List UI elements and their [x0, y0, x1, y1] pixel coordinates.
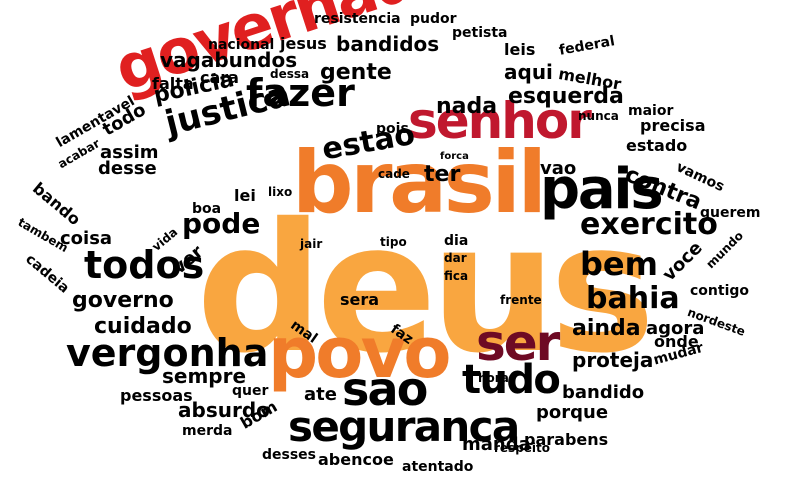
word-merda: merda	[182, 423, 233, 439]
word-cade: cade	[378, 167, 410, 181]
word-bem: bem	[580, 245, 658, 283]
word-maior: maior	[628, 103, 674, 119]
word-pudor: pudor	[410, 11, 457, 27]
word-pode: pode	[182, 207, 261, 240]
word-seguranca: seguranca	[288, 402, 520, 451]
word-boa: boa	[192, 201, 222, 217]
word-povo: povo	[268, 312, 452, 394]
word-vagabundos: vagabundos	[160, 48, 298, 72]
word-cara: cara	[200, 68, 239, 87]
word-tudo: tudo	[462, 357, 561, 403]
word-ainda: ainda	[572, 316, 641, 341]
word-nada: nada	[436, 94, 498, 119]
word-contigo: contigo	[690, 283, 750, 299]
word-manda: manda	[462, 434, 531, 455]
word-sempre: sempre	[162, 364, 247, 388]
word-federal: federal	[557, 33, 617, 59]
word-abencoe: abencoe	[318, 450, 394, 469]
word-deus: deus	[196, 185, 655, 392]
word-forca: forca	[440, 151, 469, 162]
word-sera: sera	[340, 290, 380, 309]
word-bandido: bandido	[562, 382, 645, 403]
word-ate: ate	[304, 384, 337, 405]
word-senhor: senhor	[408, 92, 592, 150]
word-onde: onde	[654, 332, 699, 351]
word-pois: pois	[376, 121, 409, 137]
word-bahia: bahia	[586, 281, 680, 316]
word-brasil: brasil	[292, 133, 547, 233]
word-parabens: parabens	[524, 430, 609, 449]
word-estado: estado	[626, 136, 688, 155]
word-respeito: respeito	[494, 441, 551, 455]
word-ter: ter	[424, 162, 461, 187]
word-assim: assim	[100, 142, 159, 163]
word-nacional: nacional	[208, 37, 275, 53]
word-voce: voce	[658, 237, 707, 286]
word-dia: dia	[444, 233, 469, 249]
word-vergonha: vergonha	[66, 331, 269, 375]
word-quer: quer	[232, 383, 269, 399]
word-hora: hora	[478, 371, 509, 385]
word-esquerda: esquerda	[508, 84, 624, 109]
word-aqui: aqui	[504, 60, 553, 84]
word-falta: falta	[152, 74, 194, 93]
word-fazer: fazer	[246, 71, 355, 115]
word-cadeia: cadeia	[22, 251, 73, 297]
word-absurdo: absurdo	[178, 398, 270, 422]
word-coisa: coisa	[60, 228, 113, 249]
word-governo: governo	[72, 288, 174, 313]
word-cuidado: cuidado	[94, 314, 192, 339]
word-petista: petista	[452, 25, 508, 41]
word-desses: desses	[262, 447, 317, 463]
word-pais: pais	[540, 157, 664, 222]
word-bando: bando	[29, 178, 85, 230]
word-dar: dar	[444, 251, 467, 265]
word-porque: porque	[536, 402, 609, 423]
word-jesus: jesus	[280, 34, 327, 53]
word-nunca: nunca	[578, 109, 619, 123]
word-desse: desse	[98, 158, 157, 179]
word-gente: gente	[320, 60, 392, 85]
word-resistencia: resistencia	[314, 11, 401, 27]
word-tipo: tipo	[380, 235, 407, 249]
word-exercito: exercito	[580, 207, 718, 242]
word-todos: todos	[84, 243, 205, 287]
word-jair: jair	[300, 237, 323, 251]
word-precisa: precisa	[640, 116, 706, 135]
word-bandidos: bandidos	[336, 32, 440, 56]
word-atentado: atentado	[402, 459, 474, 475]
word-leis: leis	[504, 40, 536, 59]
word-frente: frente	[500, 293, 542, 307]
word-fica: fica	[444, 269, 469, 283]
word-ser: ser	[476, 314, 560, 372]
word-pessoas: pessoas	[120, 386, 193, 405]
word-lixo: lixo	[268, 185, 293, 199]
word-lei: lei	[234, 186, 256, 205]
word-sao: sao	[342, 362, 428, 416]
word-agora: agora	[646, 318, 705, 339]
word-vao: vao	[540, 158, 577, 179]
word-querem: querem	[700, 205, 761, 221]
word-proteja: proteja	[572, 348, 654, 372]
word-dessa: dessa	[270, 67, 310, 81]
